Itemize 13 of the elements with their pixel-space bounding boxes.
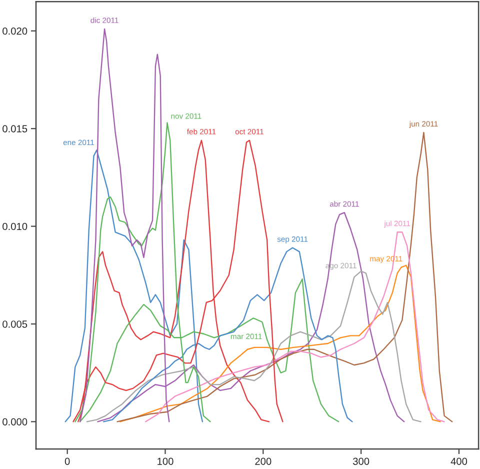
y-tick-label: 0.010 bbox=[2, 222, 28, 230]
x-tick-label: 0 bbox=[64, 458, 70, 465]
line-series bbox=[120, 264, 441, 422]
line-series bbox=[145, 232, 445, 422]
y-tick-label: 0.005 bbox=[2, 320, 28, 328]
line-series bbox=[86, 270, 422, 422]
x-tick-label: 100 bbox=[158, 458, 174, 465]
y-tick-label: 0.020 bbox=[2, 27, 28, 35]
y-tick-label: 0.000 bbox=[2, 418, 28, 426]
y-tick-label: 0.015 bbox=[2, 125, 28, 132]
x-tick-label: 200 bbox=[255, 458, 272, 465]
x-tick-label: 400 bbox=[450, 458, 468, 465]
x-tick-label: 300 bbox=[352, 458, 370, 465]
